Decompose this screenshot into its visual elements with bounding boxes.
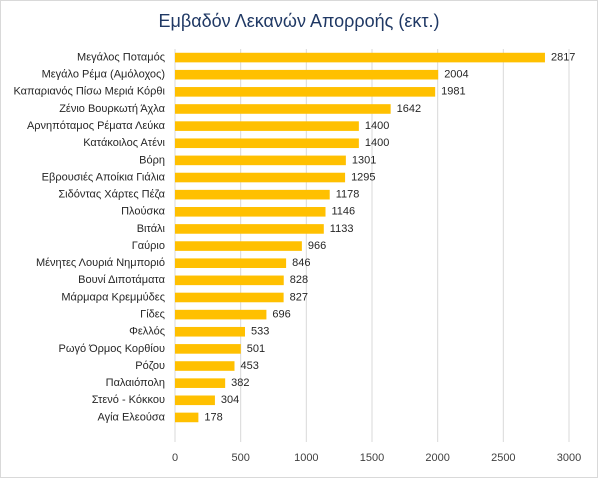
value-label: 1301 [352, 154, 376, 166]
bar [175, 292, 284, 303]
y-tick-label: Σιδόντας Χάρτες Πέζα [58, 189, 165, 201]
value-label: 1178 [336, 189, 360, 201]
bar [175, 224, 324, 234]
bar [175, 172, 346, 183]
y-tick-label: Ζένιο Βουρκωτή Άχλα [59, 103, 165, 115]
value-label: 1642 [397, 103, 421, 115]
value-label: 828 [290, 274, 308, 286]
value-label: 966 [308, 240, 326, 252]
y-tick-label: Στενό - Κόκκου [92, 394, 165, 406]
bar [175, 344, 241, 354]
bar [175, 155, 346, 166]
value-label: 1295 [351, 171, 375, 183]
y-tick-label: Βόρη [139, 154, 165, 166]
value-label: 696 [272, 309, 290, 321]
value-label: 1400 [365, 137, 389, 149]
y-tick-label: Γίδες [140, 309, 165, 321]
y-tick-label: Μένητες Λουριά Νημποριό [36, 257, 165, 269]
bar [175, 309, 267, 320]
bar [175, 87, 436, 97]
value-label: 453 [240, 360, 258, 372]
bar [175, 395, 215, 406]
bar [175, 326, 246, 337]
y-tick-label: Εβρουσιές Αποίκια Γιάλια [42, 171, 166, 183]
y-tick-label: Γαύριο [132, 240, 165, 252]
bar [175, 104, 391, 114]
y-tick-label: Αγία Ελεούσα [97, 411, 165, 423]
bar [175, 241, 302, 251]
bar [175, 206, 326, 217]
value-label: 1400 [365, 120, 389, 132]
bar [175, 361, 235, 371]
value-label: 178 [204, 411, 222, 423]
value-label: 2004 [444, 69, 468, 81]
value-label: 1981 [441, 86, 465, 98]
y-tick-label: Μεγάλο Ρέμα (Αμόλοχος) [42, 69, 165, 81]
value-label: 501 [247, 343, 265, 355]
y-tick-label: Βουνί Διποτάματα [78, 274, 165, 286]
bar [175, 258, 287, 269]
x-tick-label: 3000 [557, 452, 581, 464]
bar [175, 121, 359, 131]
y-tick-label: Παλαιόπολη [106, 377, 165, 389]
y-tick-label: Βιτάλι [137, 223, 166, 235]
x-tick-label: 500 [231, 452, 249, 464]
bar [175, 275, 284, 286]
value-label: 1146 [332, 206, 356, 218]
bar [175, 69, 439, 80]
y-tick-label: Μάρμαρα Κρεμμύδες [61, 291, 165, 303]
x-tick-label: 0 [172, 452, 178, 464]
x-tick-label: 1500 [360, 452, 384, 464]
y-tick-label: Πλούσκα [121, 206, 166, 218]
value-label: 827 [290, 291, 308, 303]
value-label: 304 [221, 394, 239, 406]
bar [175, 189, 330, 200]
bar [175, 138, 359, 149]
chart-title: Εμβαδόν Λεκανών Απορροής (εκτ.) [159, 11, 440, 31]
y-tick-label: Ρόζου [135, 360, 165, 372]
value-label: 846 [292, 257, 310, 269]
y-tick-label: Ρωγό Όρμος Κορθίου [59, 343, 165, 355]
y-tick-label: Φελλός [129, 326, 165, 338]
x-tick-label: 2500 [491, 452, 515, 464]
value-label: 533 [251, 326, 269, 338]
value-label: 1133 [330, 223, 354, 235]
bar [175, 378, 226, 388]
value-label: 382 [231, 377, 249, 389]
bar [175, 412, 199, 423]
y-tick-label: Μεγάλος Ποταμός [77, 51, 165, 63]
y-tick-label: Κατάκοιλος Ατένι [83, 137, 165, 149]
bar [175, 52, 545, 63]
y-tick-label: Καπαριανός Πίσω Μεριά Κόρθι [13, 86, 165, 98]
value-label: 2817 [551, 51, 575, 63]
x-tick-label: 2000 [425, 452, 449, 464]
y-tick-label: Αρνηπόταμος Ρέματα Λεύκα [27, 120, 166, 132]
x-tick-label: 1000 [294, 452, 318, 464]
